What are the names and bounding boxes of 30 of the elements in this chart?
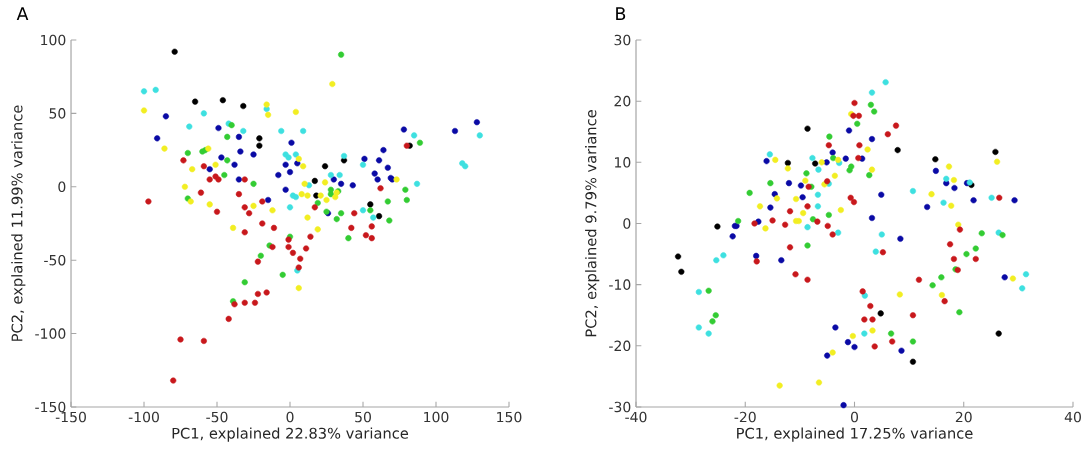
y-axis-title: PC2, explained 11.99% variance	[11, 105, 26, 341]
x-tick-label: -40	[625, 411, 647, 423]
x-tick-label: 50	[355, 411, 371, 423]
x-tick-label: 0	[286, 411, 294, 423]
y-tick-label: -20	[609, 340, 631, 352]
y-tick-label: 0	[58, 181, 66, 193]
x-axis-title: PC1, explained 22.83% variance	[172, 427, 409, 442]
x-tick-label: 100	[424, 411, 449, 423]
x-tick-label: 0	[850, 411, 859, 423]
chart-title: B	[616, 7, 626, 20]
y-axis-title: PC2, explained 9.79% variance	[585, 110, 600, 337]
y-tick-label: -150	[35, 401, 66, 413]
y-tick-label: 100	[41, 34, 66, 46]
y-tick-label: 50	[49, 108, 66, 119]
x-tick-label: -50	[206, 411, 228, 423]
y-tick-label: -10	[609, 279, 631, 290]
y-tick-label: -50	[44, 254, 66, 266]
y-tick-label: 0	[623, 218, 631, 229]
x-tick-label: 20	[955, 411, 972, 423]
y-tick-label: -30	[609, 401, 631, 413]
x-axis-title: PC1, explained 17.25% variance	[737, 427, 973, 442]
y-tick-label: 30	[614, 34, 631, 46]
y-tick-label: -100	[35, 328, 66, 339]
y-tick-label: 20	[614, 95, 631, 107]
y-tick-label: 10	[615, 157, 631, 168]
x-tick-label: -20	[734, 411, 756, 423]
x-tick-label: 150	[497, 411, 522, 423]
x-tick-label: 40	[1064, 411, 1081, 423]
chart-title: A	[16, 7, 29, 20]
x-tick-label: -100	[128, 411, 159, 423]
